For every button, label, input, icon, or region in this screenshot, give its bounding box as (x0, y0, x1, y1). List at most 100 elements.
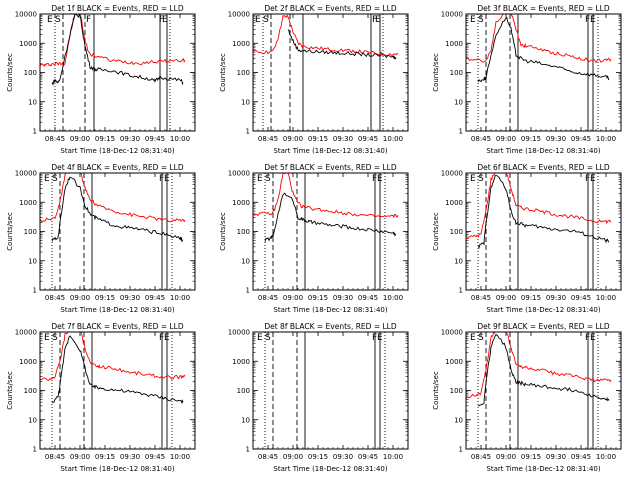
x-tick-label: 10:00 (383, 453, 403, 461)
detector-panel-1: Det 1f BLACK = Events, RED = LLD Counts/s… (6, 4, 196, 155)
x-tick-label: 09:30 (546, 294, 566, 302)
y-axis-label: Counts/sec (432, 212, 440, 251)
x-tick-label: 09:30 (333, 135, 353, 143)
x-tick-label: 09:15 (308, 453, 328, 461)
time-marker-label: E (470, 174, 476, 184)
x-tick-label: 09:45 (571, 294, 591, 302)
x-tick-label: 09:45 (571, 453, 591, 461)
y-tick-label: 10 (454, 98, 463, 106)
x-tick-label: 10:00 (170, 135, 190, 143)
y-tick-label: 1000 (19, 40, 37, 48)
y-tick-label: 10000 (15, 170, 37, 178)
time-marker-label: E (590, 174, 596, 184)
y-tick-label: 1 (459, 446, 463, 454)
y-tick-label: 10 (241, 257, 250, 265)
x-tick-label: 10:00 (596, 294, 616, 302)
y-tick-label: 100 (24, 69, 37, 77)
time-marker-label: S (478, 333, 484, 343)
time-marker-label: E (164, 333, 170, 343)
y-tick-label: 10 (454, 416, 463, 424)
x-tick-label: 09:30 (546, 453, 566, 461)
time-marker-label: E (255, 15, 261, 25)
x-axis-label: Start Time (18-Dec-12 08:31:40) (60, 306, 174, 314)
lld-rate-line (40, 332, 186, 382)
panel-frame (252, 13, 409, 132)
x-tick-label: 09:15 (95, 453, 115, 461)
time-marker-label: F (585, 333, 590, 343)
panel-title: Det 2f BLACK = Events, RED = LLD (264, 4, 397, 13)
y-tick-label: 1 (246, 128, 250, 136)
detector-panel-3: Det 3f BLACK = Events, RED = LLD Counts/s… (432, 4, 622, 155)
y-tick-label: 10 (28, 416, 37, 424)
y-axis-label: Counts/sec (219, 53, 227, 92)
time-marker-label: F (585, 15, 590, 25)
x-tick-label: 09:45 (358, 294, 378, 302)
x-tick-label: 10:00 (383, 294, 403, 302)
panel-frame (39, 172, 196, 291)
detector-panel-2: Det 2f BLACK = Events, RED = LLD Counts/s… (219, 4, 409, 155)
x-tick-label: 09:30 (333, 453, 353, 461)
time-marker-label: F (372, 333, 377, 343)
time-marker-label: F (372, 15, 377, 25)
x-tick-label: 09:00 (70, 294, 90, 302)
y-tick-label: 1000 (19, 199, 37, 207)
x-tick-label: 09:00 (496, 453, 516, 461)
x-tick-label: 09:45 (358, 453, 378, 461)
y-axis-label: Counts/sec (6, 212, 14, 251)
detector-panel-9: Det 9f BLACK = Events, RED = LLD Counts/s… (432, 322, 622, 473)
x-tick-label: 08:45 (45, 294, 65, 302)
x-axis-label: Start Time (18-Dec-12 08:31:40) (273, 465, 387, 473)
x-tick-label: 09:15 (95, 294, 115, 302)
lld-rate-line (40, 14, 186, 68)
x-tick-label: 08:45 (471, 453, 491, 461)
x-tick-label: 08:45 (45, 135, 65, 143)
y-axis-label: Counts/sec (6, 53, 14, 92)
time-marker-label: S (52, 174, 58, 184)
detector-panel-6: Det 6f BLACK = Events, RED = LLD Counts/s… (432, 163, 622, 314)
time-marker-label: E (377, 333, 383, 343)
x-tick-label: 08:45 (258, 453, 278, 461)
events-rate-line (264, 192, 397, 242)
x-tick-label: 09:15 (521, 453, 541, 461)
lld-rate-line (466, 332, 612, 400)
y-tick-label: 10 (241, 416, 250, 424)
detector-panel-8: Det 8f BLACK = Events, RED = LLD Start Ti… (228, 322, 409, 473)
panel-title: Det 6f BLACK = Events, RED = LLD (477, 163, 610, 172)
time-marker-label: E (470, 333, 476, 343)
x-tick-label: 08:45 (45, 453, 65, 461)
panel-title: Det 7f BLACK = Events, RED = LLD (51, 322, 184, 331)
time-marker-label: E (377, 174, 383, 184)
time-marker-label: E (257, 174, 263, 184)
x-tick-label: 09:45 (145, 135, 165, 143)
x-tick-label: 09:45 (358, 135, 378, 143)
x-tick-label: 09:30 (120, 294, 140, 302)
time-marker-label: E (47, 15, 53, 25)
time-marker-label: E (257, 333, 263, 343)
x-axis-label: Start Time (18-Dec-12 08:31:40) (486, 147, 600, 155)
y-axis-label: Counts/sec (6, 371, 14, 410)
panel-frame (39, 13, 196, 132)
y-tick-label: 10000 (441, 11, 463, 19)
events-rate-line (287, 29, 397, 60)
x-tick-label: 10:00 (596, 453, 616, 461)
panel-title: Det 1f BLACK = Events, RED = LLD (51, 4, 184, 13)
y-tick-label: 10 (28, 257, 37, 265)
panel-title: Det 8f BLACK = Events, RED = LLD (264, 322, 397, 331)
y-tick-label: 100 (450, 69, 463, 77)
detector-panel-5: Det 5f BLACK = Events, RED = LLD Counts/s… (219, 163, 409, 314)
x-tick-label: 09:30 (120, 453, 140, 461)
time-marker-label: E (44, 333, 50, 343)
y-tick-label: 10 (241, 98, 250, 106)
x-tick-label: 09:45 (571, 135, 591, 143)
events-rate-line (477, 333, 610, 407)
y-tick-label: 1000 (232, 199, 250, 207)
y-tick-label: 1000 (445, 40, 463, 48)
y-tick-label: 1 (246, 446, 250, 454)
time-marker-label: S (265, 333, 271, 343)
time-marker-label: F (159, 333, 164, 343)
time-marker-label: E (44, 174, 50, 184)
events-rate-line (51, 176, 184, 243)
lld-rate-line (466, 173, 612, 240)
events-rate-line (477, 175, 610, 250)
